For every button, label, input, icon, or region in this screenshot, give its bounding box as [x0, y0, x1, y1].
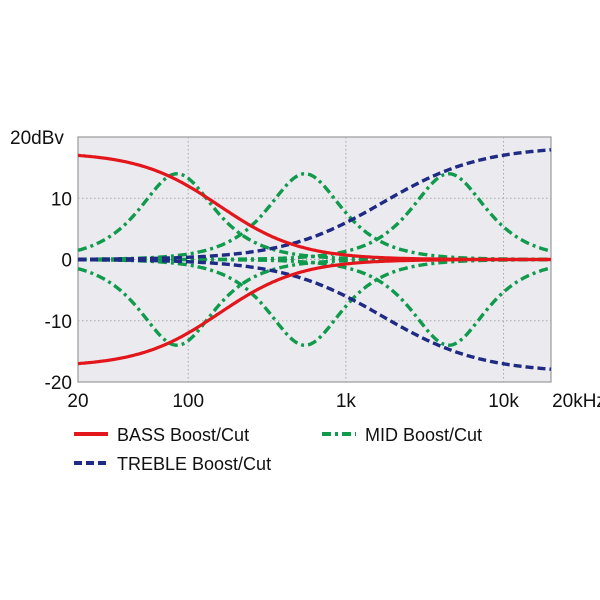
x-tick-label: 1k — [336, 391, 357, 412]
y-tick-label: -20 — [45, 373, 72, 394]
x-tick-label: 100 — [172, 391, 204, 412]
x-tick-label: 20 — [67, 391, 88, 412]
y-tick-label: 20dBv — [10, 128, 64, 149]
x-tick-label: 10k — [488, 391, 519, 412]
curve-treble — [77, 258, 552, 371]
legend: BASS Boost/Cut MID Boost/Cut TREBLE Boos… — [74, 425, 482, 474]
y-tick-label: -10 — [45, 312, 72, 333]
curves — [77, 148, 552, 371]
x-tick-label: 20kHz — [552, 391, 600, 412]
y-axis-ticks: 20dBv 10 0 -10 -20 — [10, 128, 72, 394]
legend-label-mid: MID Boost/Cut — [365, 425, 482, 445]
y-tick-label: 0 — [61, 251, 72, 272]
curve-bass — [77, 257, 551, 366]
x-axis-ticks: 20 100 1k 10k 20kHz — [67, 391, 600, 412]
legend-label-bass: BASS Boost/Cut — [117, 425, 249, 445]
y-tick-label: 10 — [51, 189, 72, 210]
legend-label-treble: TREBLE Boost/Cut — [117, 454, 271, 474]
curve-treble — [77, 148, 552, 261]
